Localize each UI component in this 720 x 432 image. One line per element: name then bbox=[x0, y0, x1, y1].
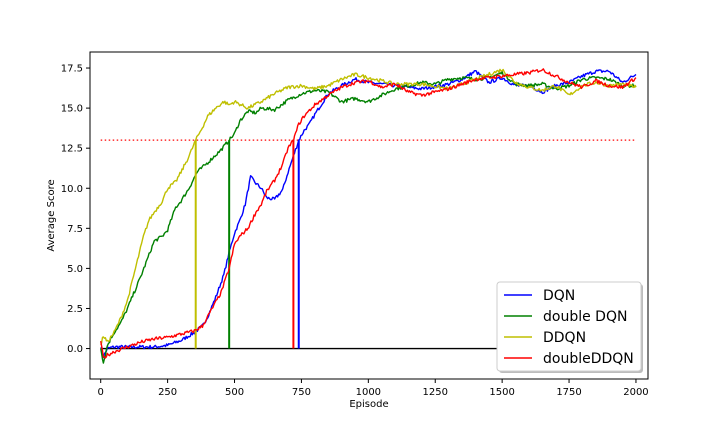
plot-frame bbox=[89, 51, 649, 380]
y-tick-label: 0.0 bbox=[67, 344, 83, 355]
axes: 0 250 500 750 1000 1250 1500 1750 2000 0.0 2.5 5.0 7… bbox=[46, 51, 649, 410]
legend-entry: double DQN bbox=[543, 309, 627, 325]
y-tick-label: 5.0 bbox=[67, 264, 83, 275]
y-tick-label: 10.0 bbox=[61, 184, 83, 195]
x-tick-label: 0 bbox=[98, 387, 104, 398]
y-tick-label: 15.0 bbox=[61, 104, 83, 115]
series-line-double-dqn bbox=[100, 70, 637, 364]
legend-box bbox=[496, 281, 642, 372]
y-tick-label: 12.5 bbox=[61, 144, 83, 155]
y-tick-label: 2.5 bbox=[67, 304, 83, 315]
legend-entry: DDQN bbox=[543, 330, 586, 346]
x-tick-label: 750 bbox=[292, 387, 311, 398]
x-axis-label: Episode bbox=[349, 399, 388, 410]
x-tick-label: 250 bbox=[158, 387, 177, 398]
legend: DQN double DQN DDQN doubleDDQN bbox=[496, 281, 643, 373]
legend-entry: DQN bbox=[543, 288, 575, 304]
legend-entry: doubleDDQN bbox=[543, 351, 634, 367]
y-tick-label: 17.5 bbox=[61, 64, 83, 75]
y-axis-label: Average Score bbox=[46, 179, 57, 251]
series-line-ddqn bbox=[100, 68, 637, 346]
x-tick-label: 1750 bbox=[556, 387, 581, 398]
x-tick-label: 2000 bbox=[623, 387, 648, 398]
series-line-dqn bbox=[100, 69, 637, 359]
y-tick-label: 7.5 bbox=[67, 224, 83, 235]
x-tick-label: 500 bbox=[225, 387, 244, 398]
x-tick-label: 1000 bbox=[356, 387, 381, 398]
x-tick-label: 1500 bbox=[489, 387, 514, 398]
series-line-doubleddqn bbox=[100, 68, 637, 359]
x-tick-label: 1250 bbox=[423, 387, 448, 398]
plot-area bbox=[100, 68, 637, 364]
